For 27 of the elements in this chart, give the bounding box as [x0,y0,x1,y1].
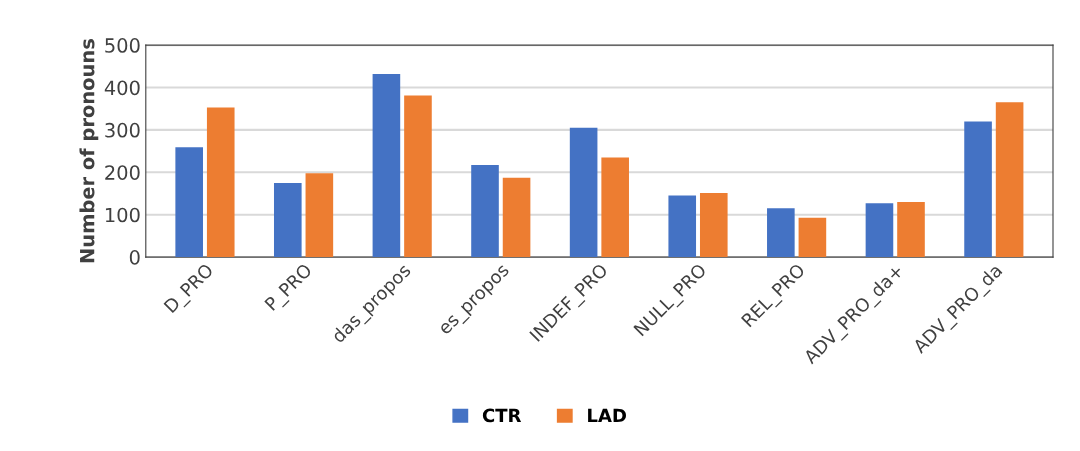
bar [995,102,1024,258]
y-tick-label: 400 [104,80,140,96]
bar [964,121,992,258]
y-tick-label: 200 [105,165,140,180]
bar [404,95,432,258]
bar [502,177,531,258]
bar [699,193,728,258]
bar [601,157,629,258]
bar [206,107,235,258]
bar [305,173,334,258]
y-tick-label: 100 [105,207,140,223]
y-tick-label: 300 [105,122,140,138]
bar [767,208,795,258]
bar [569,127,598,258]
y-tick-label: 0 [129,250,140,265]
bar [865,203,894,258]
bar [372,73,401,258]
bar [273,182,302,258]
legend-label: CTR [482,408,522,423]
bar [668,195,697,258]
bar [798,217,827,258]
bar [175,147,203,258]
bar [471,165,499,258]
bar [897,201,925,258]
y-axis-title: Number of pronouns [79,39,99,263]
legend-label: LAD [588,408,626,422]
y-tick-label: 500 [105,38,140,53]
